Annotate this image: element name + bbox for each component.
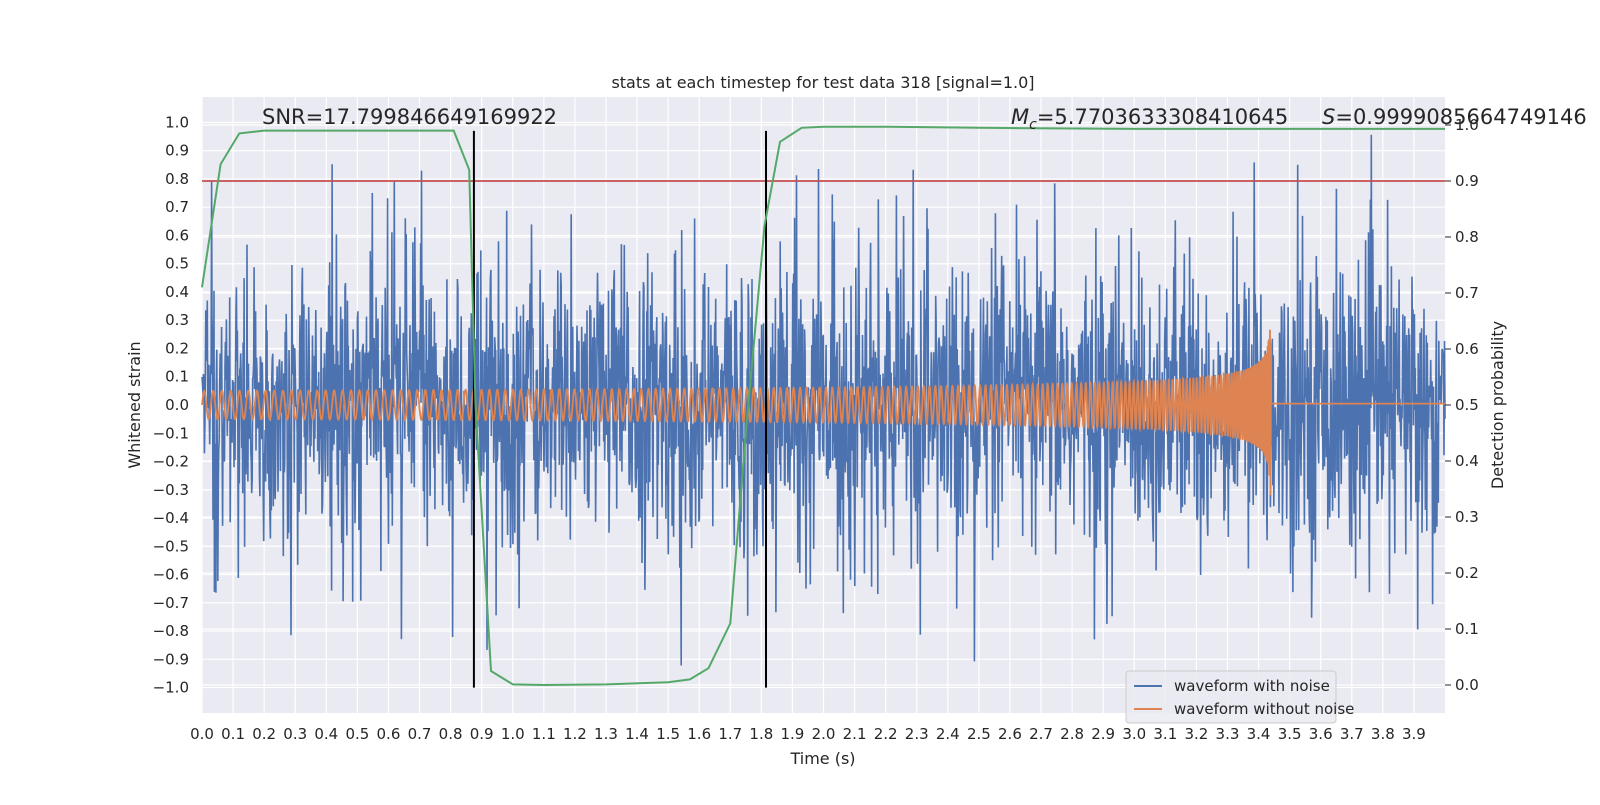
s-symbol: S [1322,105,1335,129]
y2-tick-label: 0.4 [1455,452,1479,470]
x-tick-label: 0.2 [252,725,276,743]
x-tick-label: 2.1 [843,725,867,743]
x-tick-label: 3.3 [1216,725,1240,743]
x-tick-label: 3.4 [1247,725,1271,743]
legend: waveform with noise waveform without noi… [1125,670,1354,724]
x-axis-label: Time (s) [789,749,855,768]
x-tick-label: 1.0 [501,725,525,743]
y2-tick-label: 1.0 [1455,116,1479,134]
x-tick-label: 2.3 [905,725,929,743]
y-tick-label: 0.5 [165,255,189,273]
y-tick-label: −1.0 [153,679,189,697]
y-tick-label: 0.8 [165,170,189,188]
y-tick-label: 1.0 [165,113,189,131]
x-tick-label: 2.0 [812,725,836,743]
y-axis-label: Whitened strain [125,341,144,468]
y2-tick-label: 0.2 [1455,564,1479,582]
y2-axis-label: Detection probability [1488,321,1507,489]
x-tick-label: 3.9 [1402,725,1426,743]
x-tick-label: 0.9 [470,725,494,743]
y-tick-label: −0.8 [153,622,189,640]
x-tick-label: 2.9 [1091,725,1115,743]
x-tick-label: 1.3 [594,725,618,743]
y-tick-label: 0.4 [165,283,189,301]
x-tick-label: 0.0 [190,725,214,743]
x-tick-label: 2.6 [998,725,1022,743]
y2-tick-label: 0.3 [1455,508,1479,526]
x-tick-label: 3.6 [1309,725,1333,743]
y-tick-label: 0.2 [165,339,189,357]
chart-title: stats at each timestep for test data 318… [611,73,1034,92]
x-tick-label: 1.4 [625,725,649,743]
x-tick-label: 0.1 [221,725,245,743]
y-tick-label: −0.1 [153,424,189,442]
y2-tick-label: 0.0 [1455,676,1479,694]
series-line-clean-waveform [201,329,1445,496]
x-tick-label: 2.4 [936,725,960,743]
y2-tick-label: 0.1 [1455,620,1479,638]
x-tick-label: 0.5 [345,725,369,743]
y2-tick-label: 0.9 [1455,172,1479,190]
x-tick-label: 3.1 [1153,725,1177,743]
y-tick-label: −0.2 [153,453,189,471]
y-tick-label: 0.0 [165,396,189,414]
x-tick-label: 1.7 [718,725,742,743]
legend-label-clean: waveform without noise [1174,700,1354,718]
x-tick-label: 0.3 [283,725,307,743]
y-tick-label: 0.7 [165,198,189,216]
x-tick-label: 1.2 [563,725,587,743]
snr-annotation: SNR=17.799846649169922 [262,105,557,129]
y-tick-label: −0.9 [153,650,189,668]
y-tick-label: 0.9 [165,142,189,160]
legend-label-noise: waveform with noise [1174,677,1330,695]
legend-box [1125,670,1337,724]
x-tick-label: 1.6 [687,725,711,743]
series-layer [201,134,1446,666]
y-tick-label: −0.5 [153,537,189,555]
x-tick-label: 2.8 [1060,725,1084,743]
x-tick-label: 3.2 [1184,725,1208,743]
chirp-mass-annotation: Mc=5.7703633308410645 [1011,105,1288,133]
x-tick-label: 3.8 [1371,725,1395,743]
y-tick-label: 0.1 [165,368,189,386]
y2-tick-label: 0.5 [1455,396,1479,414]
x-tick-label: 3.0 [1122,725,1146,743]
y-tick-label: −0.6 [153,566,189,584]
x-tick-label: 1.5 [656,725,680,743]
x-tick-label: 0.8 [439,725,463,743]
x-tick-label: 3.7 [1340,725,1364,743]
mc-symbol: M [1011,105,1029,129]
mc-subscript: c [1029,117,1037,133]
y-tick-label: 0.3 [165,311,189,329]
x-tick-label: 2.5 [967,725,991,743]
mc-value: =5.7703633308410645 [1037,105,1288,129]
y-tick-label: −0.4 [153,509,189,527]
axes: 0.0 0.1 0.2 0.3 0.4 0.5 0.6 0.7 0.8 0.9 1.0 1.1 1.2 1… [153,113,1479,743]
y-tick-label: −0.7 [153,594,189,612]
y-tick-label: −0.3 [153,481,189,499]
s-value: =0.9999085664749146 [1335,105,1586,129]
y-tick-label: 0.6 [165,226,189,244]
y2-tick-label: 0.7 [1455,284,1479,302]
x-tick-label: 1.1 [532,725,556,743]
x-tick-label: 0.6 [377,725,401,743]
series-line-detection-probability [201,125,1445,687]
y2-tick-label: 0.8 [1455,228,1479,246]
x-tick-label: 1.9 [780,725,804,743]
y2-tick-label: 0.6 [1455,340,1479,358]
x-tick-label: 2.7 [1029,725,1053,743]
x-tick-label: 0.7 [408,725,432,743]
x-tick-label: 1.8 [749,725,773,743]
x-tick-label: 3.5 [1278,725,1302,743]
x-tick-label: 0.4 [314,725,338,743]
x-tick-label: 2.2 [874,725,898,743]
overlay-layer [201,125,1445,688]
score-annotation: S=0.9999085664749146 [1322,105,1587,129]
